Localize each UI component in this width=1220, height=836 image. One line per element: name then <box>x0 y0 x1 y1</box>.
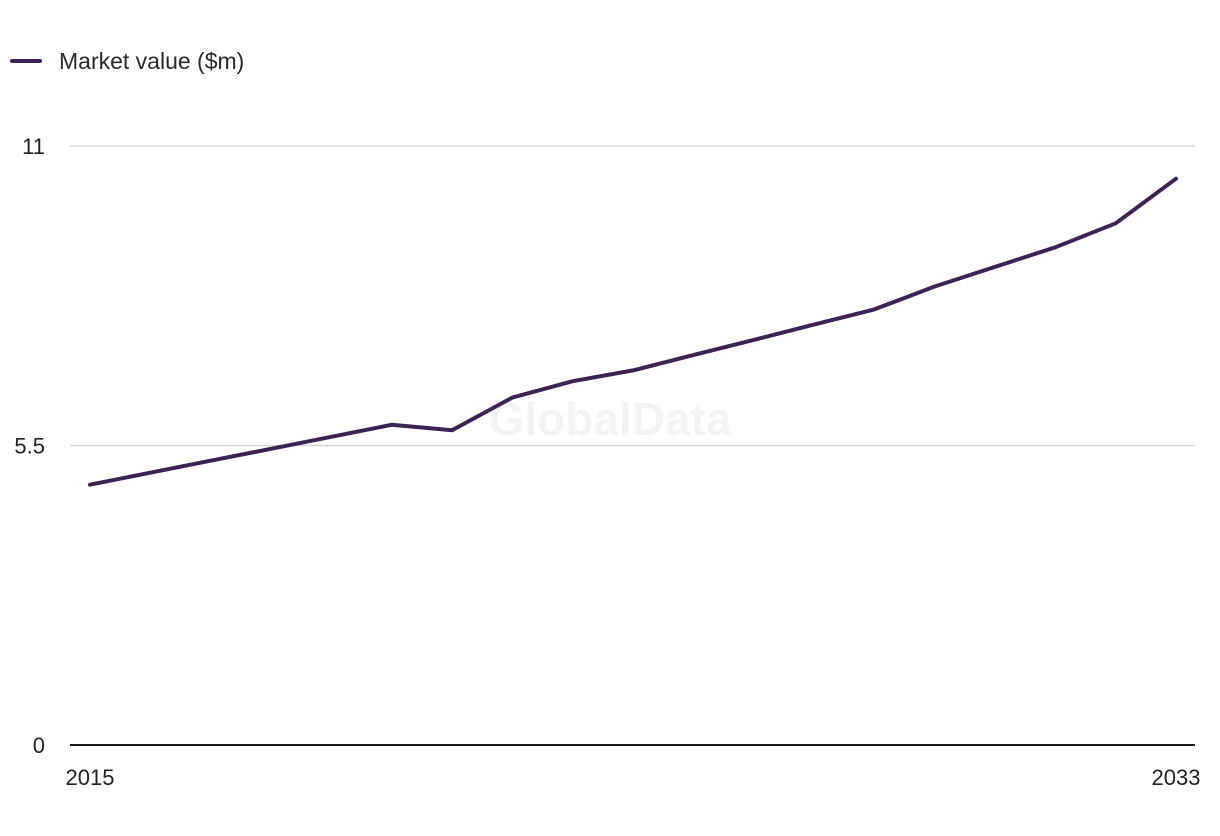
x-axis-ticks: 2015 2033 <box>66 765 1201 790</box>
y-tick-label: 5.5 <box>14 434 45 459</box>
x-tick-label: 2015 <box>66 765 115 790</box>
y-tick-label: 0 <box>33 733 45 758</box>
watermark-text: GlobalData <box>489 393 732 445</box>
legend-label: Market value ($m) <box>59 47 245 74</box>
series-group <box>88 176 1178 487</box>
x-tick-label: 2033 <box>1152 765 1201 790</box>
gridlines <box>70 145 1195 746</box>
chart-legend: Market value ($m) <box>10 46 244 76</box>
y-tick-label: 11 <box>22 134 45 159</box>
legend-swatch <box>10 59 42 63</box>
series-line <box>88 176 1178 487</box>
y-axis-ticks: 0 5.5 11 <box>14 134 45 758</box>
